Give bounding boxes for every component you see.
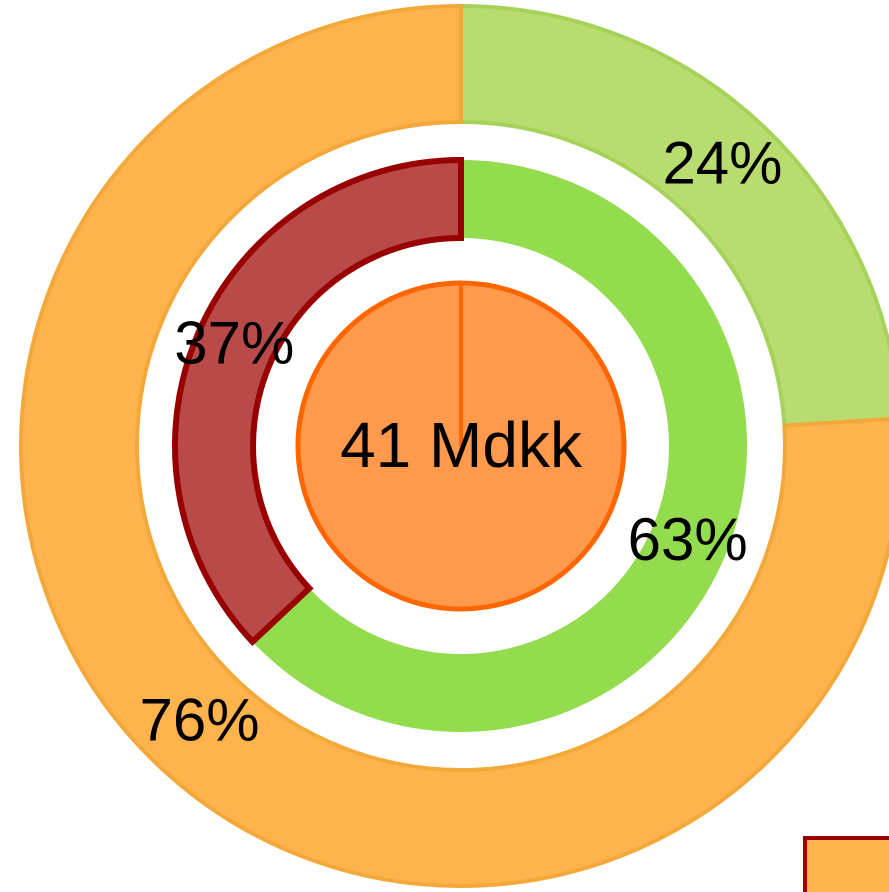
center-label: 41 Mdkk <box>340 409 583 481</box>
legend-swatch <box>803 836 889 892</box>
ring-segment <box>19 3 889 888</box>
ring-segment <box>459 3 889 428</box>
ring-segment <box>172 156 464 647</box>
data-label: 63% <box>628 506 748 573</box>
ring-segment <box>252 160 748 732</box>
data-label: 76% <box>139 686 259 753</box>
data-label: 24% <box>662 129 782 196</box>
data-label: 37% <box>174 310 294 377</box>
